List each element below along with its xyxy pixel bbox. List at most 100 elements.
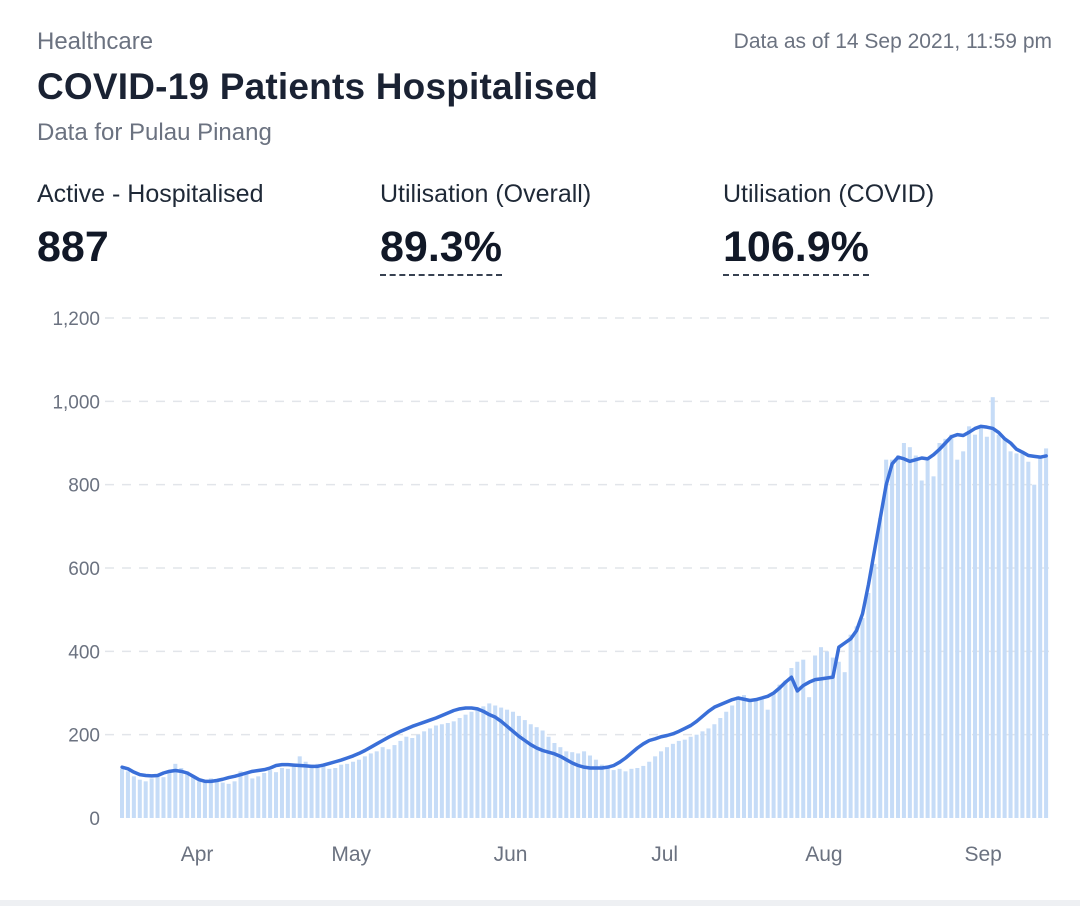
bar [232, 781, 237, 818]
bar [1038, 455, 1043, 818]
bar [445, 723, 450, 818]
bar [599, 764, 604, 818]
stat-value: 887 [37, 223, 109, 271]
bar [475, 708, 480, 818]
bar [866, 593, 871, 818]
bar [1044, 448, 1049, 818]
bar [611, 770, 616, 818]
bar [244, 772, 249, 818]
bar [972, 434, 978, 818]
bar [125, 771, 130, 818]
bar [208, 778, 213, 818]
bar [226, 783, 231, 818]
bar [291, 765, 296, 818]
bar [617, 768, 622, 818]
bar [528, 724, 533, 818]
bar [587, 755, 592, 818]
bar [913, 455, 918, 818]
bar [161, 777, 166, 818]
bar [493, 705, 498, 818]
y-tick-label: 0 [89, 809, 100, 830]
bar [202, 780, 207, 818]
bar [197, 781, 202, 818]
bar [451, 721, 456, 818]
bar [1002, 438, 1007, 818]
x-tick-label: May [331, 843, 371, 866]
bar [505, 709, 510, 818]
bar [712, 724, 717, 818]
bar [131, 776, 136, 818]
bar [410, 738, 415, 818]
y-tick-label: 800 [68, 476, 100, 497]
bar [676, 740, 681, 818]
bar [1032, 484, 1037, 818]
bar [949, 434, 954, 818]
bar [315, 763, 320, 818]
bar [1020, 451, 1025, 818]
bar [155, 774, 160, 818]
bar [741, 695, 746, 818]
bar [327, 768, 332, 818]
bar [629, 768, 634, 818]
bar [771, 693, 776, 818]
bar [895, 455, 901, 818]
bar [120, 768, 125, 818]
category-label: Healthcare [37, 28, 154, 55]
stat-active-hospitalised: Active - Hospitalised 887 [37, 180, 263, 274]
bar [878, 518, 883, 818]
stat-value-tooltip-trigger[interactable]: 106.9% [723, 223, 869, 276]
hospitalised-chart[interactable]: 0 200 400 600 800 1,000 1,200 Apr May Jun Jul Aug Se… [0, 290, 1080, 880]
bar [978, 426, 983, 818]
bar [309, 764, 314, 818]
chart-title: COVID-19 Patients Hospitalised [37, 66, 599, 107]
bar [238, 771, 243, 818]
bar [860, 618, 865, 818]
bar [830, 657, 835, 818]
bar [362, 756, 367, 818]
bar [143, 781, 148, 818]
bar [428, 728, 433, 818]
bar [884, 459, 889, 818]
data-timestamp: Data as of 14 Sep 2021, 11:59 pm [733, 30, 1052, 53]
bar [890, 459, 895, 818]
bar [955, 459, 960, 818]
bar [706, 728, 711, 818]
y-tick-label: 400 [68, 642, 100, 663]
bar [1014, 453, 1019, 818]
bar [919, 480, 924, 818]
bar [499, 707, 504, 818]
bar [173, 763, 178, 818]
bar [813, 655, 818, 818]
bar [990, 397, 995, 818]
bar [404, 736, 409, 818]
bar [925, 459, 930, 818]
bar [801, 659, 806, 818]
stat-utilisation-overall[interactable]: Utilisation (Overall) 89.3% [380, 180, 591, 276]
stat-utilisation-covid[interactable]: Utilisation (COVID) 106.9% [723, 180, 934, 276]
x-tick-label: Aug [805, 843, 842, 866]
bar [836, 661, 841, 818]
y-tick-label: 1,000 [52, 392, 100, 413]
bar [777, 684, 782, 818]
bar [635, 768, 640, 818]
bar [659, 751, 664, 818]
bar [842, 672, 847, 818]
y-tick-label: 1,200 [52, 309, 100, 330]
bar [457, 718, 462, 818]
bar [285, 768, 290, 818]
bar [321, 765, 326, 818]
bar [824, 651, 829, 818]
bar [546, 736, 551, 818]
bar [256, 776, 261, 818]
bar [700, 731, 705, 818]
bar [398, 740, 403, 818]
bar [854, 626, 859, 818]
bar [274, 772, 279, 818]
bar [848, 634, 853, 818]
bar [818, 647, 824, 818]
bar [534, 727, 539, 818]
bar [380, 747, 385, 818]
bar [682, 739, 687, 818]
stat-value-tooltip-trigger[interactable]: 89.3% [380, 223, 502, 276]
bar [664, 747, 669, 818]
